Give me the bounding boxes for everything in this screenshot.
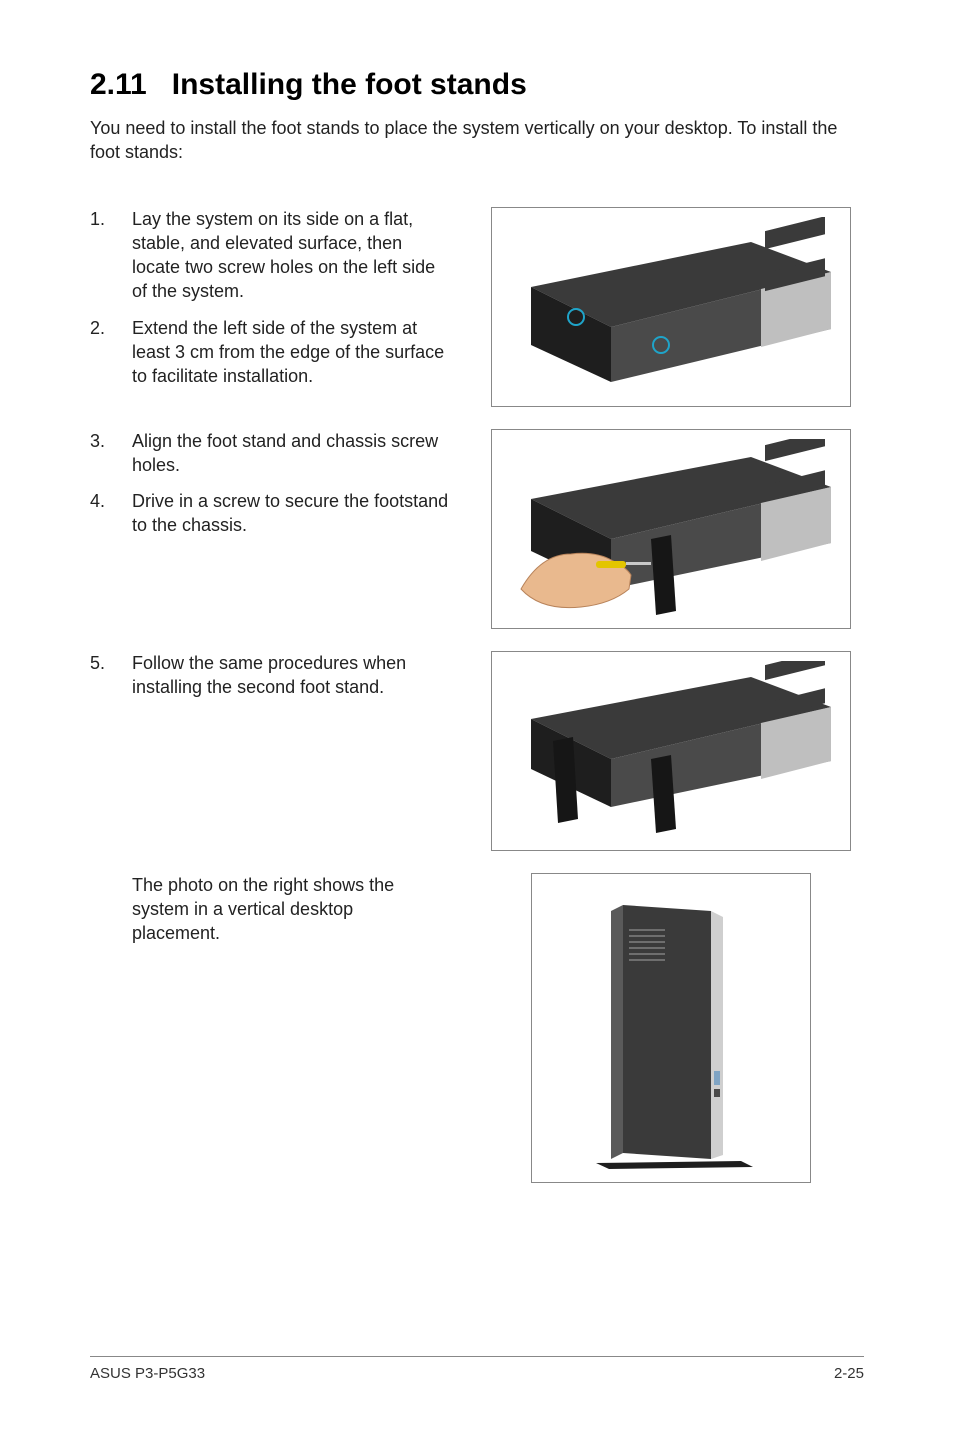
figure-col-3 <box>478 651 864 851</box>
row-step-1-2: 1. Lay the system on its side on a flat,… <box>90 207 864 407</box>
figure-4-vertical-system <box>541 883 801 1173</box>
step-text: Extend the left side of the system at le… <box>132 316 450 389</box>
text-col-2: 3. Align the foot stand and chassis scre… <box>90 429 450 550</box>
figure-4-frame <box>531 873 811 1183</box>
caption-text: The photo on the right shows the system … <box>132 873 442 946</box>
step-text: Follow the same procedures when installi… <box>132 651 450 700</box>
figure-2-hand-screwing-footstand <box>501 439 841 619</box>
step-text: Align the foot stand and chassis screw h… <box>132 429 450 478</box>
figure-col-4 <box>478 873 864 1183</box>
list-item: 2. Extend the left side of the system at… <box>90 316 450 389</box>
list-item: 1. Lay the system on its side on a flat,… <box>90 207 450 304</box>
step-number: 2. <box>90 316 132 389</box>
row-step-3-4: 3. Align the foot stand and chassis scre… <box>90 429 864 629</box>
step-number: 3. <box>90 429 132 478</box>
step-text: Drive in a screw to secure the footstand… <box>132 489 450 538</box>
list-item: 3. Align the foot stand and chassis scre… <box>90 429 450 478</box>
footer-left: ASUS P3-P5G33 <box>90 1365 205 1382</box>
text-col-4: The photo on the right shows the system … <box>90 873 450 946</box>
figure-2-frame <box>491 429 851 629</box>
text-col-1: 1. Lay the system on its side on a flat,… <box>90 207 450 401</box>
figure-3-frame <box>491 651 851 851</box>
figure-col-2 <box>478 429 864 629</box>
figure-1-frame <box>491 207 851 407</box>
intro-paragraph: You need to install the foot stands to p… <box>90 116 864 165</box>
list-item: 4. Drive in a screw to secure the footst… <box>90 489 450 538</box>
page-title: 2.11 Installing the foot stands <box>90 68 864 102</box>
row-vertical-placement: The photo on the right shows the system … <box>90 873 864 1183</box>
text-col-3: 5. Follow the same procedures when insta… <box>90 651 450 712</box>
step-number: 4. <box>90 489 132 538</box>
step-number: 1. <box>90 207 132 304</box>
row-step-5: 5. Follow the same procedures when insta… <box>90 651 864 851</box>
step-number: 5. <box>90 651 132 700</box>
list-item: 5. Follow the same procedures when insta… <box>90 651 450 700</box>
section-number: 2.11 <box>90 68 147 101</box>
figure-3-both-footstands <box>501 661 841 841</box>
figure-1-chassis-with-screw-holes <box>501 217 841 397</box>
footer-right: 2-25 <box>834 1365 864 1382</box>
footer: ASUS P3-P5G33 2-25 <box>90 1356 864 1382</box>
section-heading: Installing the foot stands <box>172 68 527 101</box>
figure-col-1 <box>478 207 864 407</box>
step-text: Lay the system on its side on a flat, st… <box>132 207 450 304</box>
